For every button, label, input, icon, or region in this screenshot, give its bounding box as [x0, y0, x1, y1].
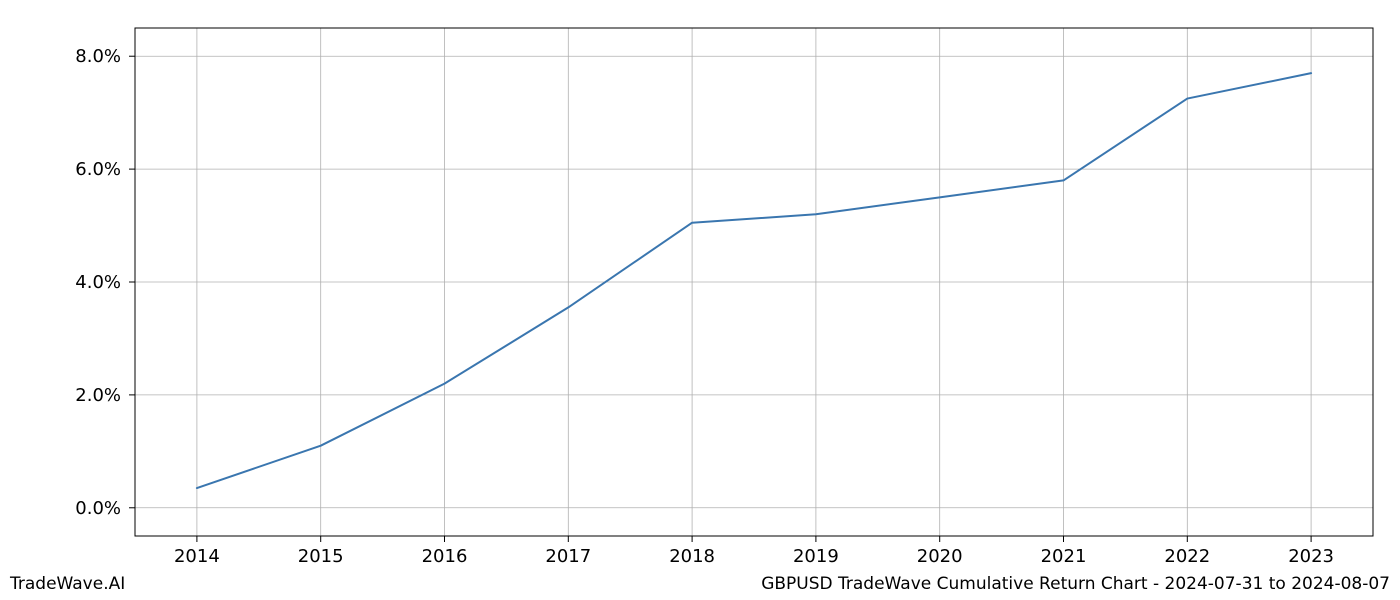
x-tick-label: 2018	[669, 546, 715, 567]
x-tick-label: 2020	[917, 546, 963, 567]
x-tick-label: 2014	[174, 546, 220, 567]
y-tick-label: 6.0%	[75, 159, 121, 180]
y-tick-label: 2.0%	[75, 385, 121, 406]
x-tick-label: 2019	[793, 546, 839, 567]
chart-container: 2014 2015 2016 2017 2018 2019 2020 2021 2022 2023…	[0, 0, 1400, 600]
x-tick-label: 2023	[1288, 546, 1334, 567]
x-tick-label: 2017	[545, 546, 591, 567]
line-chart: 2014 2015 2016 2017 2018 2019 2020 2021 2022 2023…	[0, 0, 1400, 600]
y-tick-label: 4.0%	[75, 272, 121, 293]
footer-caption: GBPUSD TradeWave Cumulative Return Chart…	[761, 574, 1390, 594]
y-tick-label: 8.0%	[75, 46, 121, 67]
x-tick-label: 2021	[1041, 546, 1087, 567]
x-tick-label: 2022	[1164, 546, 1210, 567]
x-tick-label: 2016	[422, 546, 468, 567]
footer-brand: TradeWave.AI	[10, 574, 125, 594]
x-tick-label: 2015	[298, 546, 344, 567]
y-tick-label: 0.0%	[75, 498, 121, 519]
